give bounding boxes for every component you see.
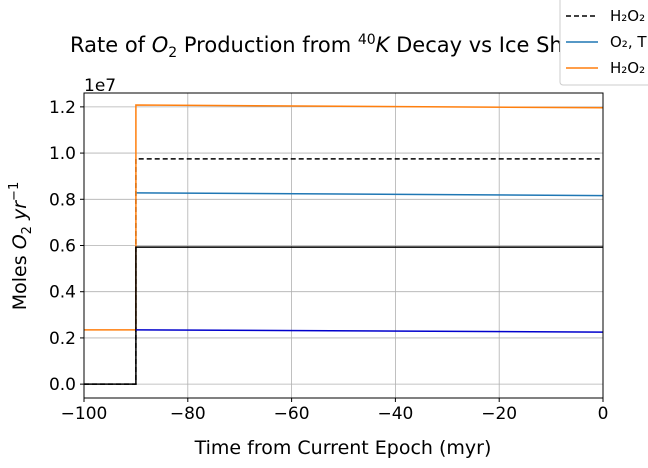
legend-label: O₂, T (610, 33, 647, 51)
ylabel-superscript: −1 (7, 182, 22, 201)
legend-frame (559, 0, 648, 86)
y-tick-label: 0.6 (49, 237, 76, 257)
legend-label: H₂O₂ (610, 7, 645, 25)
x-tick-label: −40 (377, 404, 413, 424)
x-tick-label: −80 (170, 404, 206, 424)
series-line-orange (84, 104, 604, 331)
title-o-symbol: O (152, 33, 169, 57)
title-k-symbol: K (376, 33, 392, 57)
y-tick-label: 0.0 (49, 375, 76, 395)
x-axis-label: Time from Current Epoch (myr) (194, 437, 492, 459)
grid (83, 93, 604, 398)
plot-series (84, 104, 604, 385)
x-tick-label: −20 (481, 404, 517, 424)
x-tick-label: −60 (274, 404, 310, 424)
series-line-blue-dark (135, 329, 604, 333)
ylabel-o-symbol: O (9, 234, 31, 249)
y-tick-label: 0.8 (49, 190, 76, 210)
y-tick-label: 1.0 (49, 144, 76, 164)
title-superscript: 40 (358, 32, 376, 48)
title-subscript: 2 (168, 45, 177, 61)
y-offset-label: 1e7 (84, 76, 116, 96)
ylabel-subscript: 2 (20, 226, 35, 234)
title-text-part: Decay vs Ice Shel (389, 33, 581, 57)
legend: H₂O₂ O₂, T H₂O₂ (559, 0, 648, 86)
x-tick-label: 0 (598, 404, 609, 424)
title-text-part: Rate of (70, 33, 152, 57)
series-line-blue-light (135, 192, 604, 197)
chart-title: Rate of O2 Production from 40K Decay vs … (70, 32, 582, 61)
axis-ticks: −100 −80 −60 −40 −20 0 0.0 0.2 0.4 0.6 0.8 1.0 1.2 (49, 98, 608, 424)
y-tick-label: 0.2 (49, 329, 76, 349)
x-tick-label: −100 (61, 404, 108, 424)
ylabel-part: Moles (9, 249, 31, 310)
title-text-part: Production from (177, 33, 358, 57)
ylabel-yr: yr (9, 200, 31, 226)
series-line-black-solid (84, 246, 603, 385)
y-axis-label: Moles O2 yr−1 (7, 182, 35, 310)
y-tick-label: 1.2 (49, 98, 76, 118)
y-tick-label: 0.4 (49, 283, 76, 303)
legend-label: H₂O₂ (610, 59, 645, 77)
